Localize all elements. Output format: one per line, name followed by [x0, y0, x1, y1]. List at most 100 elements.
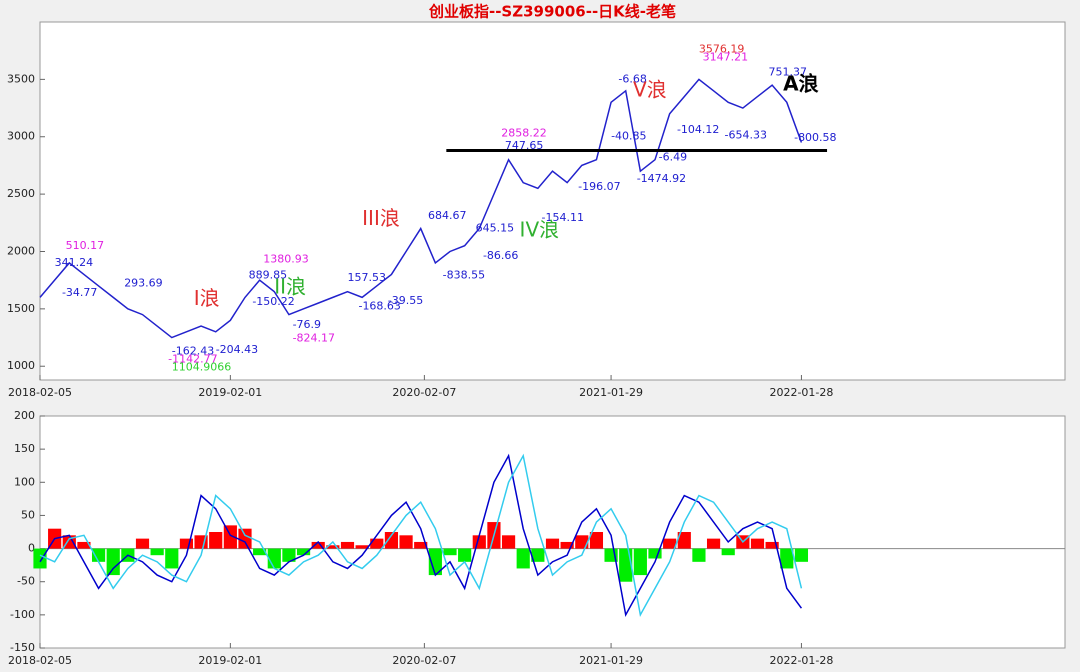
- y-tick-label: 2500: [7, 187, 35, 200]
- annotation: -196.07: [578, 180, 620, 193]
- y-tick-label: 0: [28, 542, 35, 555]
- histogram-bar: [91, 548, 106, 562]
- histogram-bar: [253, 548, 267, 556]
- annotation: 3147.21: [703, 51, 749, 64]
- x-tick-label: 2018-02-05: [8, 386, 72, 399]
- histogram-bar: [633, 548, 647, 576]
- annotation: -838.55: [443, 269, 485, 282]
- histogram-bar: [135, 538, 150, 549]
- histogram-bar: [575, 535, 589, 549]
- annotation: -150.22: [252, 295, 294, 308]
- histogram-bar: [706, 538, 721, 549]
- annotation: -39.55: [388, 294, 423, 307]
- annotation: -824.17: [293, 332, 335, 345]
- histogram-bar: [223, 525, 237, 549]
- histogram-bar: [545, 538, 560, 549]
- histogram-bar: [165, 548, 179, 569]
- histogram-bar: [209, 532, 223, 549]
- histogram-bar: [677, 532, 691, 549]
- histogram-bar: [516, 548, 530, 569]
- annotation: -800.58: [794, 131, 836, 144]
- chart-title: 创业板指--SZ399006--日K线-老笔: [428, 3, 676, 21]
- annotation: 510.17: [66, 239, 105, 252]
- histogram-bar: [340, 541, 355, 549]
- annotation: -6.68: [618, 72, 646, 85]
- annotation: -104.12: [677, 123, 719, 136]
- histogram-bar: [370, 538, 384, 549]
- annotation: 341.24: [55, 256, 93, 269]
- y-tick-label: 3500: [7, 72, 35, 85]
- histogram-bar: [238, 528, 252, 549]
- y-tick-label: 100: [14, 475, 35, 488]
- annotation: 889.85: [249, 269, 287, 282]
- histogram-bar: [194, 535, 208, 549]
- y-tick-label: 1000: [7, 359, 35, 372]
- histogram-bar: [619, 548, 633, 582]
- x-tick-label: 2021-01-29: [579, 654, 643, 667]
- histogram-bar: [589, 532, 604, 549]
- y-tick-label: 50: [21, 508, 35, 521]
- annotation: 751.37: [768, 65, 807, 78]
- histogram-bar: [750, 538, 765, 549]
- x-tick-label: 2022-01-28: [769, 654, 833, 667]
- histogram-bar: [663, 538, 677, 549]
- annotation: III浪: [362, 206, 400, 230]
- x-tick-label: 2020-02-07: [392, 386, 456, 399]
- annotation: 2858.22: [501, 126, 547, 139]
- histogram-bar: [428, 548, 442, 576]
- annotation: -168.63: [358, 300, 400, 313]
- plot-area: [39, 21, 1066, 381]
- y-tick-label: 150: [14, 442, 35, 455]
- histogram-bar: [311, 541, 325, 549]
- annotation: 747.65: [505, 139, 544, 152]
- histogram-bar: [765, 541, 779, 549]
- annotation: -1474.92: [637, 172, 686, 185]
- annotation: 1104.9066: [172, 360, 232, 373]
- histogram-bar: [692, 548, 706, 562]
- annotation: 684.67: [428, 209, 467, 222]
- histogram-bar: [179, 538, 194, 549]
- price-line: [39, 78, 803, 339]
- annotation: -154.11: [542, 211, 584, 224]
- y-tick-label: -100: [10, 608, 35, 621]
- histogram-bar: [794, 548, 809, 562]
- histogram-bar: [77, 541, 91, 549]
- annotation: -40.85: [611, 130, 646, 143]
- annotation: -1142.77: [168, 352, 217, 365]
- x-tick-label: 2019-02-01: [198, 654, 262, 667]
- y-tick-label: 2000: [7, 244, 35, 257]
- histogram-bar: [150, 548, 164, 556]
- annotation: 1380.93: [263, 253, 309, 266]
- annotation: -86.66: [483, 249, 518, 262]
- histogram-bar: [399, 535, 413, 549]
- y-tick-label: 3000: [7, 130, 35, 143]
- y-tick-label: -150: [10, 641, 35, 654]
- annotation: -6.49: [659, 150, 687, 163]
- histogram-bar: [33, 548, 47, 569]
- histogram-bar: [443, 548, 457, 556]
- x-tick-label: 2018-02-05: [8, 654, 72, 667]
- histogram-bar: [414, 541, 428, 549]
- x-tick-label: 2021-01-29: [579, 386, 643, 399]
- annotation: 3576.19: [699, 43, 745, 56]
- annotation: -204.43: [216, 343, 258, 356]
- annotation: V浪: [633, 77, 667, 101]
- histogram-bar: [326, 545, 340, 549]
- plot-area: [39, 415, 1066, 649]
- annotation: A浪: [783, 72, 818, 96]
- annotation: I浪: [194, 286, 220, 310]
- annotation: -34.77: [62, 286, 97, 299]
- histogram-bar: [106, 548, 120, 576]
- annotation: II浪: [274, 275, 306, 299]
- histogram-bar: [458, 548, 472, 562]
- histogram-bar: [282, 548, 296, 562]
- histogram-bar: [531, 548, 545, 562]
- annotation: -76.9: [293, 318, 321, 331]
- annotation: 645.15: [476, 222, 515, 235]
- annotation: 157.53: [348, 271, 387, 284]
- histogram-bar: [355, 545, 369, 549]
- y-tick-label: 1500: [7, 302, 35, 315]
- y-tick-label: -50: [17, 575, 35, 588]
